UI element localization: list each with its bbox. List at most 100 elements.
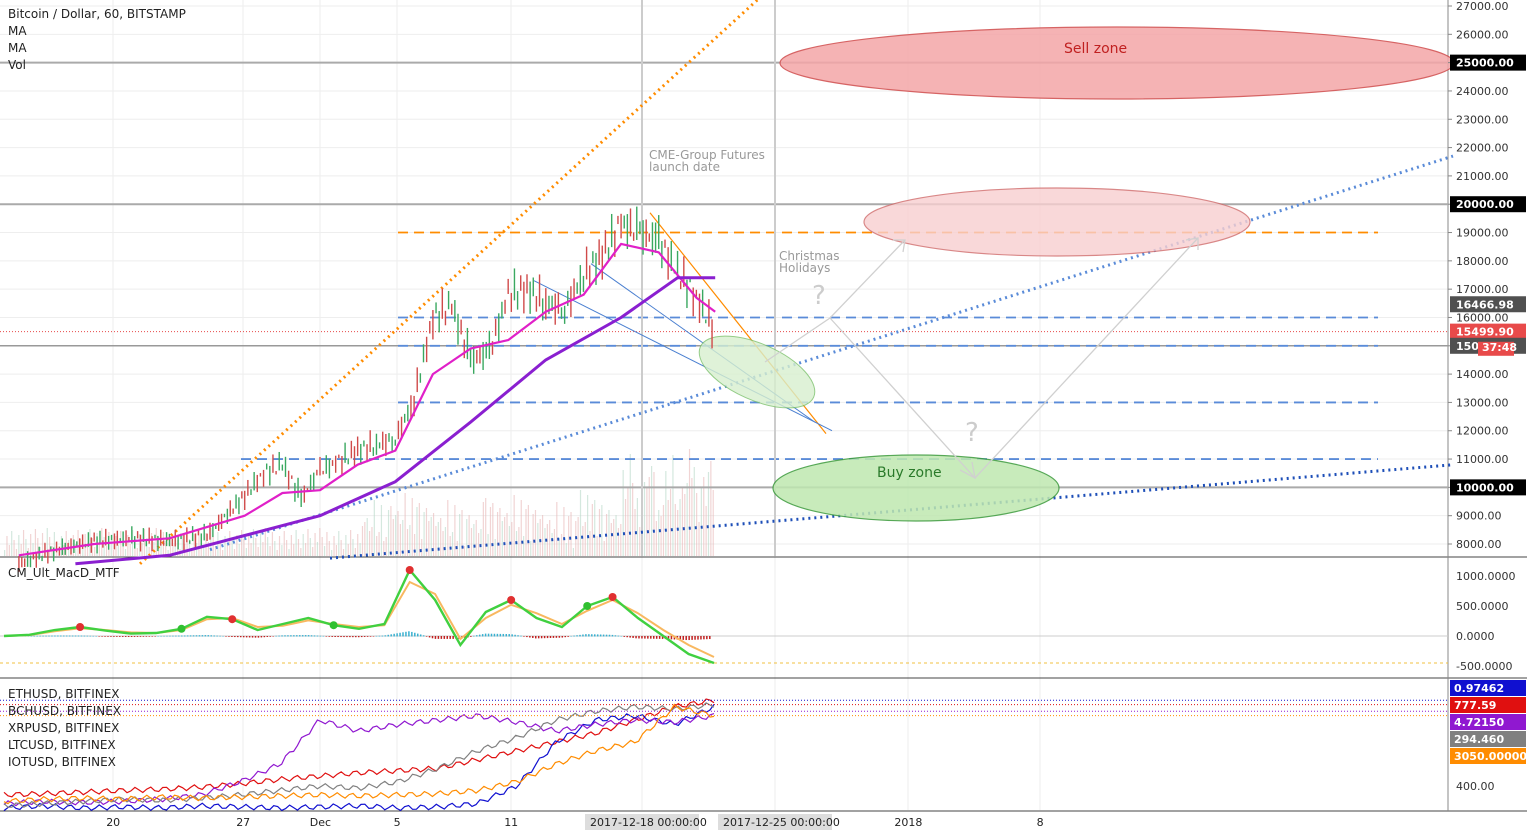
compare-symbol-ltc[interactable]: LTCUSD, BITFINEX (8, 738, 116, 752)
macd-histogram-bar (83, 635, 86, 637)
macd-histogram-bar (142, 636, 145, 637)
macd-histogram-bar (210, 635, 212, 637)
compare-symbol-bch[interactable]: BCHUSD, BITFINEX (8, 704, 122, 718)
macd-histogram-bar (658, 636, 661, 639)
price-label-box (1450, 479, 1526, 496)
sell-zone-ellipse (779, 26, 1455, 100)
volume-bar (65, 531, 67, 556)
x-tick-label: 2017-12-25 00:00:00 (723, 816, 840, 829)
macd-histogram-bar (499, 633, 502, 637)
macd-histogram-bar (178, 635, 180, 637)
volume-bar (461, 510, 463, 556)
volume-bar (309, 538, 311, 556)
volume-bar (617, 528, 620, 556)
cme-annotation: CME-Group Futures (649, 148, 765, 162)
volume-bar (587, 495, 589, 556)
countdown-box (1478, 341, 1514, 356)
volume-bar (380, 505, 383, 556)
volume-bar (560, 534, 563, 556)
volume-bar (444, 527, 447, 556)
macd-histogram-bar (375, 635, 378, 637)
volume-bar (326, 532, 328, 556)
compare-value-label: 3050.00000 (1454, 750, 1527, 763)
macd-histogram-bar (396, 633, 398, 637)
volume-bar (340, 540, 342, 556)
macd-histogram-bar (183, 635, 186, 637)
macd-histogram-bar (30, 635, 33, 637)
macd-histogram-bar (340, 636, 342, 638)
x-tick-label: 8 (1037, 816, 1044, 829)
macd-histogram-bar (240, 636, 242, 638)
macd-histogram-bar (104, 636, 106, 637)
volume-bar (428, 521, 430, 556)
volume-bar (224, 536, 226, 556)
compare-series-line (3, 698, 715, 798)
compare-value-box (1450, 680, 1526, 696)
macd-histogram-bar (65, 635, 68, 637)
macd-histogram-bar (328, 636, 330, 637)
price-tick-label: 22000.00 (1456, 142, 1509, 155)
macd-cross-dot (177, 624, 186, 633)
volume-bar (534, 510, 537, 556)
macd-histogram-bar (360, 636, 363, 638)
macd-title[interactable]: CM_Ult_MacD_MTF (8, 566, 120, 580)
macd-histogram-bar (248, 636, 251, 638)
compare-symbol-iot[interactable]: IOTUSD, BITFINEX (8, 755, 116, 769)
macd-histogram-bar (89, 635, 92, 637)
macd-histogram-bar (596, 634, 599, 637)
compare-value-box (1450, 697, 1526, 713)
macd-histogram-bar (127, 636, 130, 637)
volume-bar (681, 488, 684, 556)
volume-bar (454, 505, 456, 556)
volume-bar (49, 537, 51, 556)
macd-histogram-bar (464, 636, 466, 638)
macd-histogram-bar (526, 636, 528, 638)
macd-histogram-bar (505, 634, 507, 637)
volume-bar (141, 543, 143, 556)
macd-histogram-bar (113, 636, 115, 637)
volume-bar (331, 550, 333, 556)
symbol-title[interactable]: Bitcoin / Dollar, 60, BITSTAMP (8, 7, 186, 21)
macd-histogram-bar (496, 633, 499, 637)
indicator-ma-fast[interactable]: MA (8, 24, 27, 38)
macd-histogram-bar (77, 635, 80, 637)
macd-histogram-bar (694, 636, 696, 640)
volume-bar (60, 536, 63, 556)
volume-bar (210, 528, 212, 556)
macd-histogram-bar (287, 635, 289, 637)
macd-histogram-bar (564, 636, 566, 638)
sell-zone-label: Sell zone (1064, 41, 1127, 57)
macd-histogram-bar (638, 636, 640, 639)
volume-bar (18, 535, 20, 556)
macd-histogram-bar (703, 636, 705, 640)
volume-bar (101, 528, 103, 556)
volume-bar (319, 528, 321, 556)
macd-legend: CM_Ult_MacD_MTF (8, 565, 120, 582)
main-legend: Bitcoin / Dollar, 60, BITSTAMP MA MA Vol (8, 6, 186, 74)
volume-bar (513, 495, 515, 556)
volume-bar (22, 530, 25, 556)
volume-bar (707, 472, 710, 556)
macd-histogram-bar (355, 636, 357, 638)
indicator-volume[interactable]: Vol (8, 58, 26, 72)
volume-bar (231, 540, 233, 556)
macd-histogram-bar (33, 635, 35, 637)
volume-bar (442, 531, 444, 556)
volume-bar (366, 518, 368, 556)
macd-histogram-bar (172, 635, 174, 637)
macd-histogram-bar (352, 636, 354, 638)
volume-bar (127, 535, 129, 556)
macd-histogram-bar (650, 636, 652, 639)
macd-histogram-bar (378, 635, 381, 637)
macd-histogram-bar (310, 635, 313, 637)
macd-histogram-bar (493, 633, 496, 637)
volume-bar (368, 531, 371, 556)
volume-bar (485, 498, 487, 556)
volume-bar (473, 524, 475, 556)
macd-histogram-bar (175, 635, 177, 637)
macd-cross-dot (228, 615, 237, 624)
compare-symbol-eth[interactable]: ETHUSD, BITFINEX (8, 687, 120, 701)
indicator-ma-slow[interactable]: MA (8, 41, 27, 55)
compare-symbol-xrp[interactable]: XRPUSD, BITFINEX (8, 721, 120, 735)
